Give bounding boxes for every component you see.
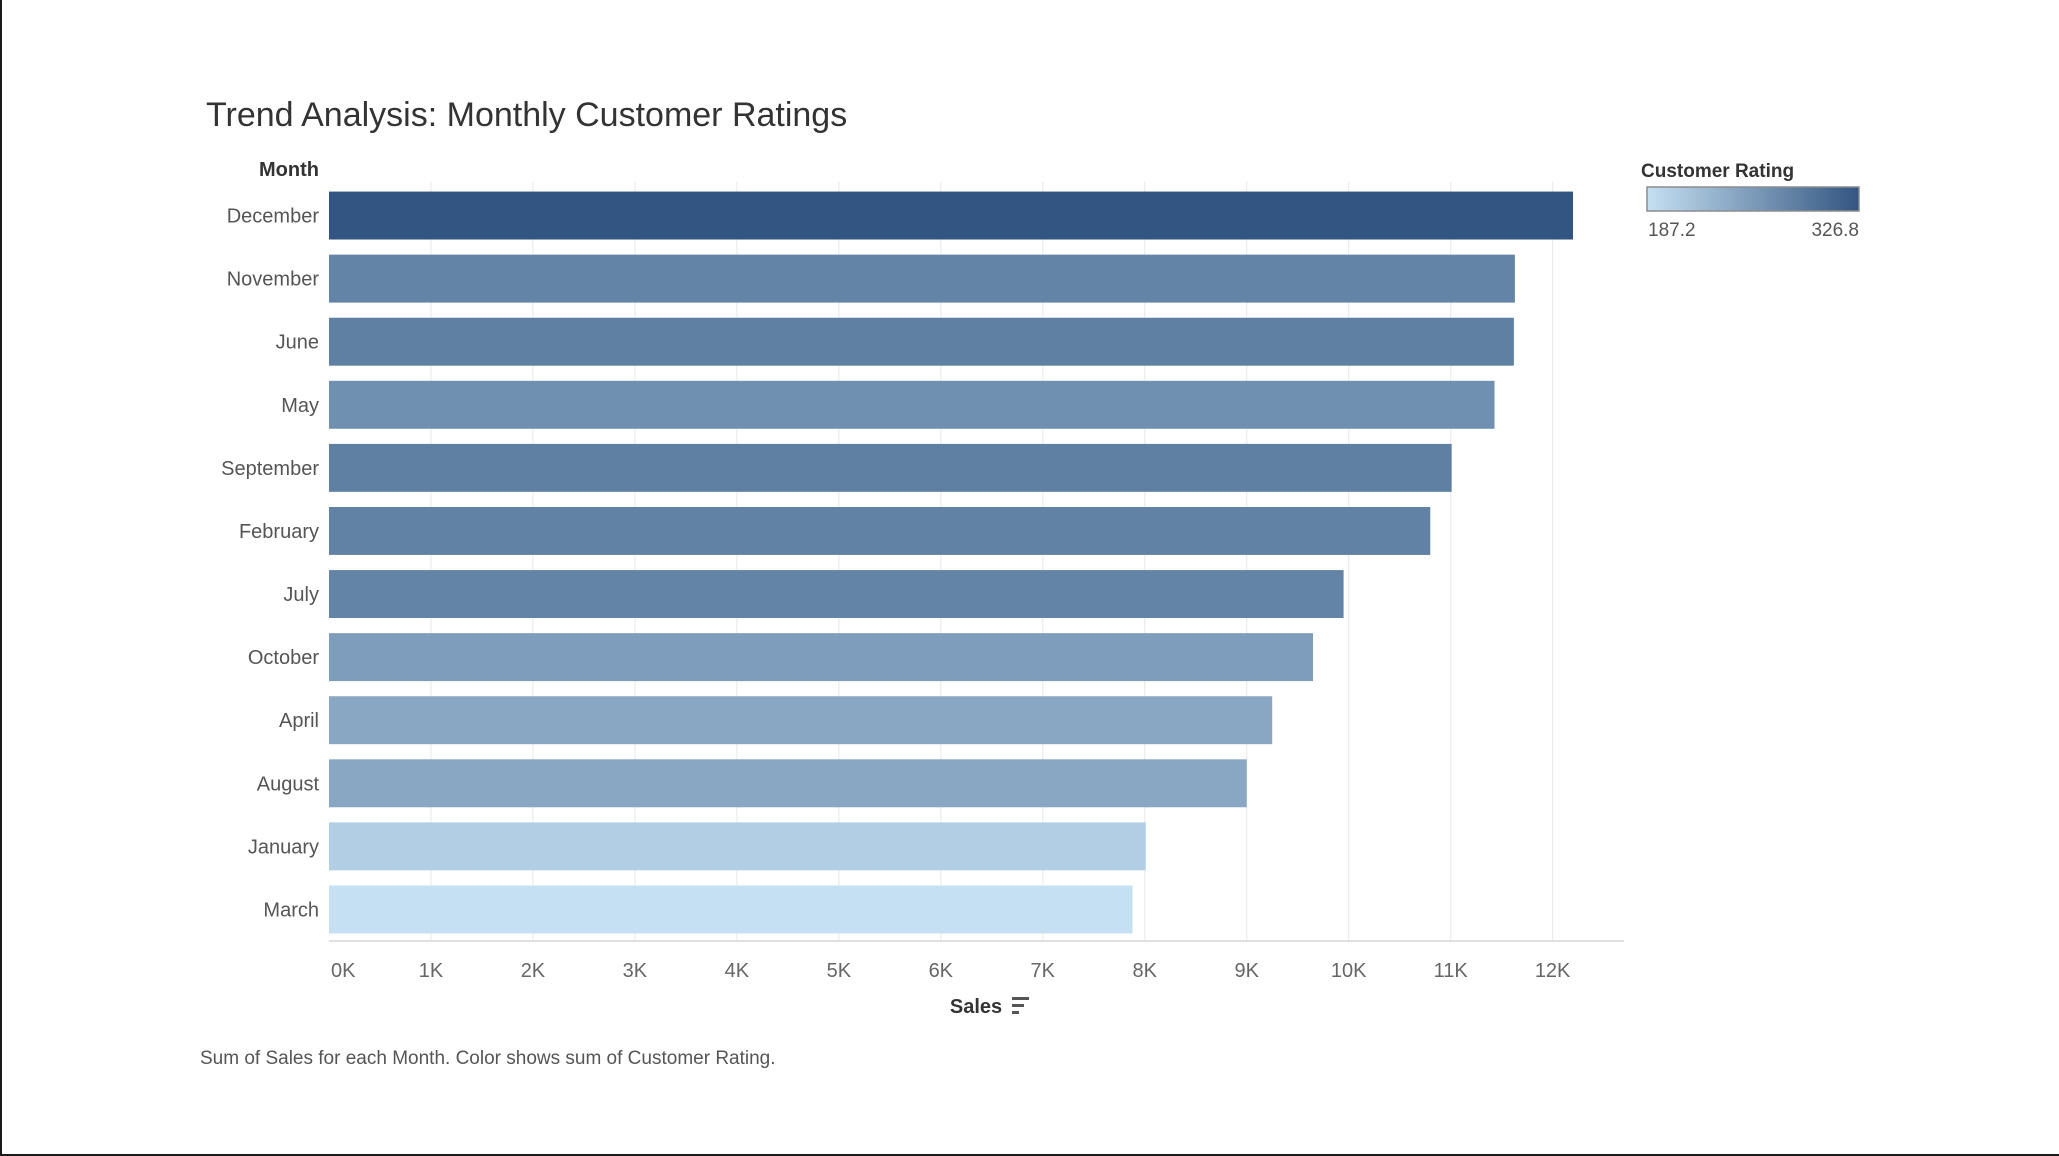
legend-color-ramp <box>1646 186 1860 212</box>
bar-november[interactable] <box>329 254 1515 303</box>
x-tick-label: 7K <box>1031 960 1056 982</box>
sort-icon[interactable] <box>1012 997 1029 1014</box>
x-tick-label: 5K <box>827 960 852 982</box>
bar-may[interactable] <box>329 380 1495 429</box>
bar-july[interactable] <box>329 570 1344 619</box>
x-tick-label: 3K <box>623 960 648 982</box>
bar-august[interactable] <box>329 759 1247 808</box>
bar-september[interactable] <box>329 443 1452 492</box>
category-label-january: January <box>248 836 319 858</box>
x-axis-title[interactable]: Sales <box>950 996 1002 1018</box>
bars <box>329 191 1574 934</box>
bar-march[interactable] <box>329 885 1133 934</box>
x-tick-label: 10K <box>1331 960 1367 982</box>
x-tick-label: 9K <box>1234 960 1259 982</box>
chart-caption: Sum of Sales for each Month. Color shows… <box>200 1048 776 1069</box>
category-label-november: November <box>227 269 320 291</box>
category-label-october: October <box>248 647 319 669</box>
category-label-february: February <box>239 521 319 543</box>
category-label-april: April <box>279 710 319 732</box>
legend-min-label: 187.2 <box>1648 220 1696 241</box>
category-label-june: June <box>276 332 319 354</box>
category-label-august: August <box>257 773 320 795</box>
category-label-may: May <box>281 395 319 417</box>
x-tick-label: 1K <box>419 960 444 982</box>
category-label-december: December <box>227 206 320 228</box>
legend-max-label: 326.8 <box>1811 220 1859 241</box>
chart-title: Trend Analysis: Monthly Customer Ratings <box>206 96 847 134</box>
bar-february[interactable] <box>329 506 1431 555</box>
bar-april[interactable] <box>329 696 1273 745</box>
x-tick-label: 4K <box>725 960 750 982</box>
x-tick-labels: 0K 1K 2K 3K 4K 5K 6K 7K 8K 9K 10K 11K 12K <box>331 960 1571 982</box>
category-labels: December November June May September February… <box>221 206 319 922</box>
bar-october[interactable] <box>329 633 1313 682</box>
bar-june[interactable] <box>329 317 1514 366</box>
x-tick-label: 8K <box>1133 960 1158 982</box>
y-axis-title: Month <box>259 159 319 181</box>
category-label-march: March <box>263 899 319 921</box>
x-tick-label: 0K <box>331 960 356 982</box>
gridlines <box>430 182 1554 941</box>
x-tick-label: 6K <box>929 960 954 982</box>
legend-title: Customer Rating <box>1641 161 1794 182</box>
x-tick-label: 11K <box>1434 960 1469 982</box>
category-label-july: July <box>283 584 319 606</box>
x-tick-label: 2K <box>521 960 546 982</box>
bar-january[interactable] <box>329 822 1146 871</box>
x-tick-label: 12K <box>1535 960 1571 982</box>
category-label-september: September <box>221 458 319 480</box>
bar-december[interactable] <box>329 191 1574 240</box>
